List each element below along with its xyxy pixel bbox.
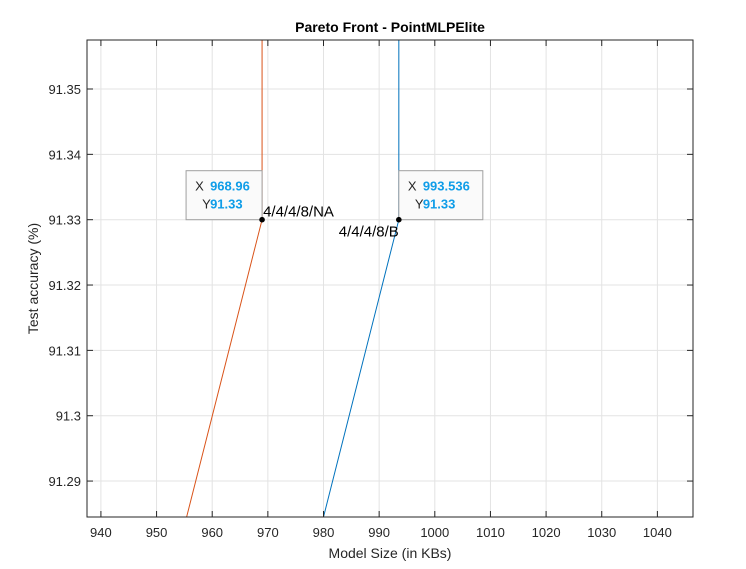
datatip-x-value: 968.96 — [210, 179, 250, 194]
x-tick-label: 980 — [313, 525, 335, 540]
x-tick-label: 950 — [146, 525, 168, 540]
x-tick-label: 940 — [90, 525, 112, 540]
datatip-x-key: X — [408, 179, 417, 194]
point-annotation: 4/4/4/8/B — [339, 224, 399, 241]
axes-frame — [86, 39, 694, 518]
y-tick-label: 91.33 — [48, 213, 81, 228]
x-tick-label: 990 — [368, 525, 390, 540]
plot-area — [87, 40, 693, 517]
chart-title: Pareto Front - PointMLPElite — [295, 19, 485, 35]
x-tick-label: 970 — [257, 525, 279, 540]
axis-ticks: 940 950 960 970 980 990 1000 1010 1020 1030 1040 91… — [48, 40, 693, 540]
datatip-marker — [396, 216, 402, 223]
y-tick-label: 91.34 — [48, 147, 81, 162]
datatip-x-key: X — [195, 179, 204, 194]
x-tick-label: 1010 — [476, 525, 505, 540]
datatip-y-value: 91.33 — [423, 197, 456, 212]
y-tick-label: 91.3 — [56, 409, 81, 424]
y-tick-label: 91.35 — [48, 82, 81, 97]
x-axis-title: Model Size (in KBs) — [329, 545, 452, 561]
point-annotation: 4/4/4/8/NA — [263, 204, 334, 221]
y-axis-title: Test accuracy (%) — [25, 223, 41, 334]
datatip-y-key: Y — [202, 197, 211, 212]
datatip-x-value: 993.536 — [423, 179, 470, 194]
x-tick-label: 1040 — [643, 525, 672, 540]
datatip-y-value: 91.33 — [210, 197, 243, 212]
x-tick-label: 1020 — [532, 525, 561, 540]
annotations: 4/4/4/8/NA 4/4/4/8/B — [263, 204, 399, 241]
x-tick-label: 1000 — [420, 525, 449, 540]
x-tick-label: 1030 — [587, 525, 616, 540]
datatip-box — [398, 170, 484, 221]
grid — [87, 40, 693, 517]
datatip-y-key: Y — [415, 197, 424, 212]
y-tick-label: 91.29 — [48, 474, 81, 489]
y-tick-label: 91.31 — [48, 343, 81, 358]
datatip-box — [185, 170, 263, 221]
x-tick-label: 960 — [201, 525, 223, 540]
y-tick-label: 91.32 — [48, 278, 81, 293]
datatip-marker — [259, 216, 265, 223]
